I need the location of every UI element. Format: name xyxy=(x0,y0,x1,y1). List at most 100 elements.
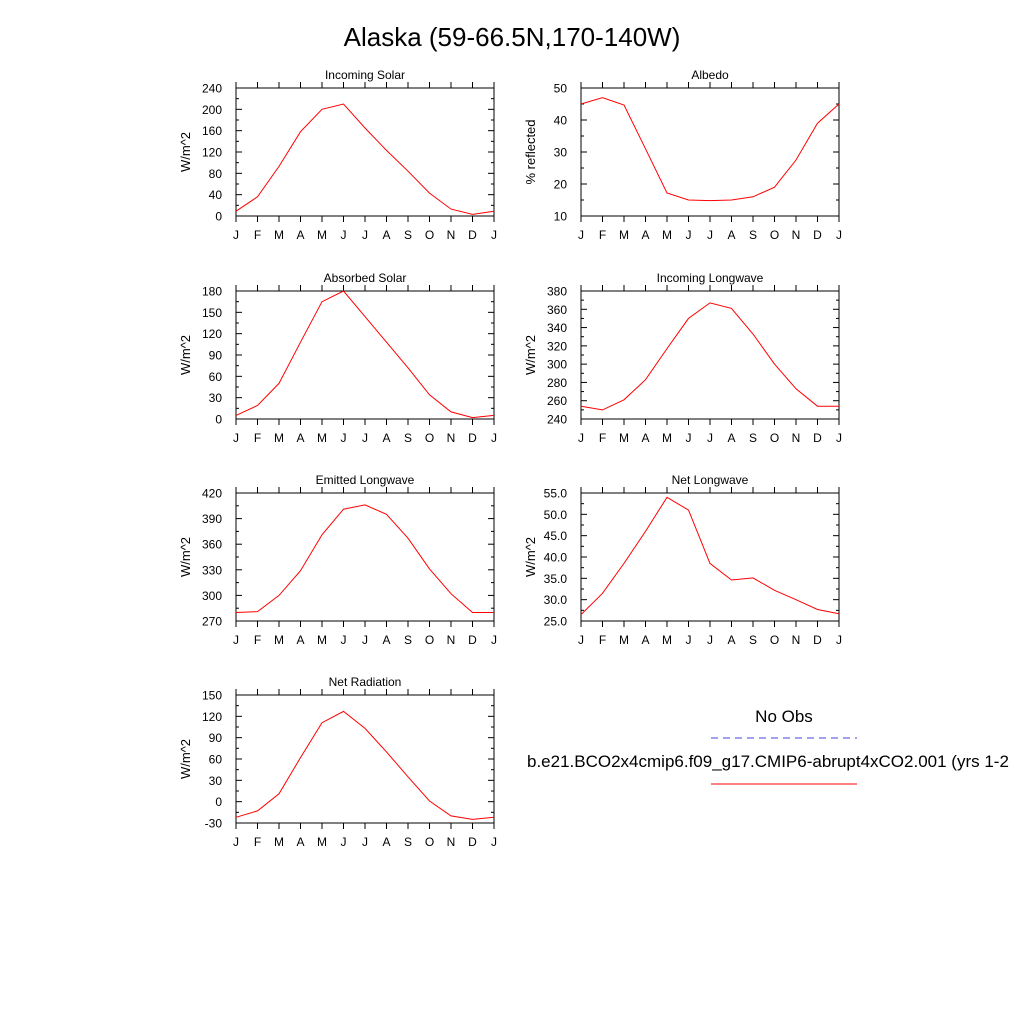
absorbed-solar-ytick-label: 150 xyxy=(202,306,222,320)
panel-emitted-longwave: Emitted Longwave 270 300 330 360 390 420 W/m^2 J… xyxy=(178,473,497,647)
incoming-longwave-xtick-label: A xyxy=(641,431,649,445)
incoming-longwave-title: Incoming Longwave xyxy=(657,271,764,285)
incoming-longwave-ytick-label: 240 xyxy=(547,413,567,427)
net-longwave-ytick-label: 55.0 xyxy=(544,487,568,501)
incoming-longwave-xtick-label: M xyxy=(662,431,672,445)
emitted-longwave-xtick-label: M xyxy=(317,633,327,647)
incoming-solar-xtick-label: J xyxy=(341,228,347,242)
net-radiation-ylabel: W/m^2 xyxy=(178,739,193,779)
incoming-longwave-series-line xyxy=(580,302,839,411)
net-longwave-title: Net Longwave xyxy=(672,473,749,487)
panel-incoming-longwave: Incoming Longwave 240 260 280 300 320 340 360 38… xyxy=(523,271,842,445)
albedo-ytick-label: 30 xyxy=(554,146,568,160)
albedo-ytick-label: 50 xyxy=(554,82,568,96)
net-radiation-xtick-label: O xyxy=(425,835,434,849)
albedo-xtick-label: A xyxy=(727,228,735,242)
net-radiation-series-line xyxy=(235,710,495,820)
net-longwave-xtick-label: J xyxy=(836,633,842,647)
emitted-longwave-xtick-label: A xyxy=(296,633,304,647)
incoming-longwave-ytick-label: 360 xyxy=(547,303,567,317)
incoming-longwave-xtick-label: S xyxy=(749,431,757,445)
net-longwave-xtick-label: J xyxy=(707,633,713,647)
net-radiation-ytick-label: 120 xyxy=(202,710,222,724)
panel-net-longwave: Net Longwave 25.0 30.0 35.0 40.0 45.0 50.0 55.0… xyxy=(523,473,842,647)
absorbed-solar-ytick-label: 90 xyxy=(209,349,223,363)
absorbed-solar-xtick-label: M xyxy=(274,431,284,445)
incoming-solar-ytick-label: 240 xyxy=(202,82,222,96)
net-radiation-xtick-label: A xyxy=(296,835,304,849)
albedo-xtick-label: F xyxy=(599,228,606,242)
albedo-xtick-label: S xyxy=(749,228,757,242)
incoming-longwave-xtick-label: J xyxy=(578,431,584,445)
albedo-xtick-label: O xyxy=(770,228,779,242)
incoming-longwave-xtick-label: J xyxy=(707,431,713,445)
net-radiation-xtick-label: M xyxy=(274,835,284,849)
net-radiation-xtick-label: N xyxy=(447,835,456,849)
net-radiation-frame xyxy=(235,694,495,824)
net-longwave-xtick-label: M xyxy=(662,633,672,647)
incoming-solar-xtick-label: J xyxy=(233,228,239,242)
incoming-longwave-xtick-label: D xyxy=(813,431,822,445)
incoming-solar-xtick-label: M xyxy=(317,228,327,242)
absorbed-solar-xtick-label: J xyxy=(362,431,368,445)
incoming-longwave-ytick-label: 320 xyxy=(547,339,567,353)
incoming-solar-xtick-label: A xyxy=(296,228,304,242)
albedo-xtick-label: N xyxy=(792,228,801,242)
net-longwave-ytick-label: 45.0 xyxy=(544,529,568,543)
net-radiation-ytick-label: -30 xyxy=(205,817,223,831)
emitted-longwave-series-line xyxy=(235,504,494,613)
absorbed-solar-xtick-label: J xyxy=(491,431,497,445)
absorbed-solar-xtick-label: A xyxy=(382,431,390,445)
emitted-longwave-xtick-label: M xyxy=(274,633,284,647)
incoming-solar-ytick-label: 0 xyxy=(215,210,222,224)
net-longwave-ytick-label: 50.0 xyxy=(544,508,568,522)
emitted-longwave-xtick-label: J xyxy=(491,633,497,647)
net-radiation-xtick-label: J xyxy=(341,835,347,849)
net-radiation-xtick-label: J xyxy=(362,835,368,849)
net-radiation-ytick-label: 90 xyxy=(209,731,223,745)
emitted-longwave-xtick-label: D xyxy=(468,633,477,647)
incoming-solar-title: Incoming Solar xyxy=(325,68,405,82)
net-longwave-ylabel: W/m^2 xyxy=(523,537,538,577)
absorbed-solar-ytick-label: 180 xyxy=(202,285,222,299)
albedo-ytick-label: 20 xyxy=(554,178,568,192)
absorbed-solar-xtick-label: S xyxy=(404,431,412,445)
emitted-longwave-xtick-label: J xyxy=(362,633,368,647)
incoming-solar-xtick-label: J xyxy=(362,228,368,242)
incoming-solar-xtick-label: S xyxy=(404,228,412,242)
albedo-xtick-label: M xyxy=(662,228,672,242)
incoming-solar-xtick-label: M xyxy=(274,228,284,242)
net-radiation-ytick-label: 0 xyxy=(215,795,222,809)
emitted-longwave-ytick-label: 330 xyxy=(202,563,222,577)
incoming-solar-ytick-label: 160 xyxy=(202,124,222,138)
emitted-longwave-xtick-label: S xyxy=(404,633,412,647)
incoming-longwave-ytick-label: 340 xyxy=(547,321,567,335)
net-longwave-xtick-label: D xyxy=(813,633,822,647)
albedo-xtick-label: J xyxy=(707,228,713,242)
albedo-xtick-label: J xyxy=(686,228,692,242)
net-longwave-xtick-label: J xyxy=(686,633,692,647)
incoming-longwave-ytick-label: 300 xyxy=(547,358,567,372)
absorbed-solar-ytick-label: 0 xyxy=(215,413,222,427)
incoming-longwave-ytick-label: 280 xyxy=(547,376,567,390)
net-longwave-ytick-label: 35.0 xyxy=(544,572,568,586)
incoming-longwave-frame xyxy=(580,290,840,420)
albedo-xtick-label: J xyxy=(578,228,584,242)
incoming-solar-ylabel: W/m^2 xyxy=(178,132,193,172)
absorbed-solar-xtick-label: J xyxy=(233,431,239,445)
albedo-series-line xyxy=(580,97,840,202)
absorbed-solar-xtick-label: J xyxy=(341,431,347,445)
albedo-title: Albedo xyxy=(691,68,729,82)
incoming-solar-ytick-label: 200 xyxy=(202,103,222,117)
legend-model-label: b.e21.BCO2x4cmip6.f09_g17.CMIP6-abrupt4x… xyxy=(527,752,1009,771)
net-radiation-ytick-label: 30 xyxy=(209,774,223,788)
net-radiation-xtick-label: M xyxy=(317,835,327,849)
net-longwave-xtick-label: F xyxy=(599,633,606,647)
incoming-longwave-xtick-label: M xyxy=(619,431,629,445)
net-radiation-xtick-label: J xyxy=(233,835,239,849)
emitted-longwave-xtick-label: J xyxy=(233,633,239,647)
incoming-solar-xtick-label: D xyxy=(468,228,477,242)
net-radiation-xtick-label: D xyxy=(468,835,477,849)
emitted-longwave-xtick-label: F xyxy=(254,633,261,647)
